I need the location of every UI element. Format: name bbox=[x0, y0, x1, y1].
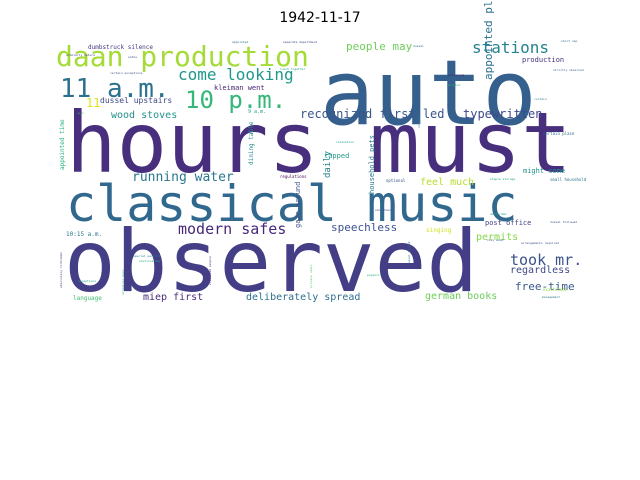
word-shorthand: shorthand bbox=[375, 208, 391, 212]
word-dussel-upstairs: dussel upstairs bbox=[100, 96, 172, 105]
word-dussel-followed: dussel followed bbox=[550, 220, 577, 224]
word-took-mr-: took mr. bbox=[510, 251, 582, 269]
word-dussel: dussel bbox=[413, 44, 424, 48]
word-exactitude: exactitude bbox=[543, 287, 568, 292]
word-regulations: regulations bbox=[280, 174, 307, 179]
word-9-a-m-: 9 a.m. bbox=[248, 109, 266, 115]
word-people-may: people may bbox=[346, 40, 413, 53]
word-civilized-people: civilized people bbox=[208, 256, 212, 285]
word-auto: auto bbox=[320, 41, 537, 146]
word-stations-may: stations may bbox=[139, 259, 161, 263]
word-post-office: post office bbox=[485, 219, 531, 227]
word-modern-safes: modern safes bbox=[178, 220, 286, 238]
word-running-water: running water bbox=[132, 170, 234, 185]
word-arrangements-required: arrangements required bbox=[521, 241, 559, 245]
word-hours-must: hours must bbox=[66, 94, 572, 192]
word-might-come: might come bbox=[523, 167, 565, 175]
word-cozy-wood: cozy wood bbox=[487, 238, 503, 242]
word-deliberately-spread: deliberately spread bbox=[246, 292, 360, 303]
word-appointed: appointed bbox=[232, 40, 248, 44]
word-safes: safes bbox=[128, 55, 137, 59]
word-miep-first: miep first bbox=[143, 292, 203, 303]
word-free-time: free-time bbox=[515, 280, 575, 293]
word-household-pets: household pets bbox=[368, 135, 376, 194]
word-appointed-time: appointed time bbox=[59, 119, 66, 170]
word-optional: optional bbox=[386, 178, 406, 183]
word-10-15-a-m-: 10:15 a.m. bbox=[66, 231, 102, 238]
word-exceptions: exceptions bbox=[78, 279, 96, 283]
word-permits: permits bbox=[476, 232, 518, 243]
word-production: production bbox=[522, 56, 564, 64]
word-typewritten: typewritten bbox=[463, 107, 542, 121]
word-relaxation: relaxation bbox=[336, 140, 354, 144]
word-lunch-together: lunch together bbox=[280, 67, 305, 71]
word-regardless: regardless bbox=[510, 265, 570, 276]
word-staple-storage: staple storage bbox=[490, 177, 515, 181]
word-tapped: tapped bbox=[324, 152, 349, 160]
word-appointed-place: appointed place bbox=[482, 0, 495, 80]
word-dussel-tapped: dussel tapped bbox=[407, 241, 411, 265]
word-curtain: curtain bbox=[534, 97, 547, 101]
word-11: 11 bbox=[86, 96, 100, 110]
word-daily: daily bbox=[323, 150, 333, 178]
word-classical-music: classical music bbox=[66, 175, 518, 233]
word-certain-exceptions: certain exceptions bbox=[110, 71, 143, 75]
word-explained: explained bbox=[448, 73, 464, 77]
word-dining-table: dining table bbox=[248, 121, 255, 165]
word-wood-stoves: wood stoves bbox=[111, 110, 177, 121]
word-kleiman-went: kleiman went bbox=[214, 84, 265, 92]
chart-title: 1942-11-17 bbox=[279, 10, 361, 26]
word-small-household: small household bbox=[550, 177, 587, 182]
word-special-permits: special permits bbox=[133, 254, 160, 258]
word-payment: payment bbox=[367, 273, 380, 277]
word-private-radio: private radio bbox=[309, 264, 313, 288]
word-speechless: speechless bbox=[331, 221, 397, 234]
word-daan-production: daan production bbox=[56, 40, 309, 73]
word-certain-place: certain place bbox=[543, 131, 575, 136]
word-gaze-around: gaze around bbox=[294, 182, 302, 228]
word-11-a-m-: 11 a.m. bbox=[60, 74, 170, 104]
word-stations: stations bbox=[472, 38, 549, 57]
word-p-m-: p.m. bbox=[78, 111, 85, 115]
word-separate-department: separate department bbox=[283, 40, 318, 44]
word-streetcar-back: streetcar back bbox=[121, 270, 125, 295]
word-language: language bbox=[73, 295, 102, 302]
word-amsterdam: amsterdam bbox=[490, 212, 506, 216]
word-german-books: german books bbox=[425, 291, 497, 302]
word-short-nap: short nap bbox=[561, 39, 577, 43]
word-management: management bbox=[542, 295, 560, 299]
word-observed: observed bbox=[64, 212, 478, 312]
word-recognized-first-led: recognized first led bbox=[300, 107, 445, 121]
word-absolutely-forbidden: absolutely forbidden bbox=[59, 252, 63, 288]
word-dumbstruck-silence: dumbstruck silence bbox=[88, 44, 153, 51]
word-singing: singing bbox=[426, 227, 452, 234]
word-come-looking: come looking bbox=[178, 65, 294, 84]
word-10-p-m-: 10 p.m. bbox=[185, 86, 286, 114]
word-strictly-observed: strictly observed bbox=[553, 68, 584, 72]
word-scholarly-nature: scholarly nature bbox=[66, 53, 95, 57]
word-alcohol: alcohol bbox=[448, 83, 461, 87]
word-stepped: stepped bbox=[417, 115, 421, 128]
word-feel-much: feel much bbox=[420, 177, 474, 188]
